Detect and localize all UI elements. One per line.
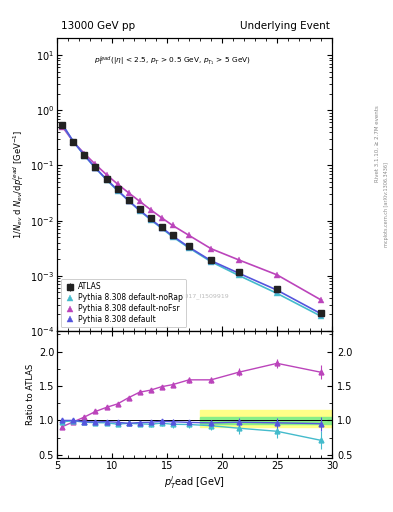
Pythia 8.308 default-noRap [82,153,87,159]
Y-axis label: Ratio to ATLAS: Ratio to ATLAS [26,364,35,425]
Pythia 8.308 default-noFsr [209,246,213,252]
Pythia 8.308 default [60,121,65,127]
Pythia 8.308 default-noFsr [82,151,87,157]
Pythia 8.308 default-noRap [137,207,142,214]
Text: ATLAS_2017_I1509919: ATLAS_2017_I1509919 [159,293,230,298]
Text: $p_T^{lead}$(|$\eta$| < 2.5, $p_T$ > 0.5 GeV, $p_{T_1}$ > 5 GeV): $p_T^{lead}$(|$\eta$| < 2.5, $p_T$ > 0.5… [94,54,251,68]
Pythia 8.308 default [104,176,109,182]
Bar [200,410,332,428]
Pythia 8.308 default [82,152,87,158]
Pythia 8.308 default [115,187,120,193]
Pythia 8.308 default-noRap [236,272,241,279]
Text: mcplots.cern.ch [arXiv:1306.3436]: mcplots.cern.ch [arXiv:1306.3436] [384,162,389,247]
Pythia 8.308 default-noRap [93,165,98,172]
Pythia 8.308 default-noFsr [71,139,76,145]
Line: Pythia 8.308 default-noFsr: Pythia 8.308 default-noFsr [60,124,324,303]
Pythia 8.308 default [319,311,323,317]
Line: Pythia 8.308 default: Pythia 8.308 default [60,122,324,316]
Pythia 8.308 default-noFsr [170,222,175,228]
Pythia 8.308 default [126,198,131,204]
Pythia 8.308 default-noFsr [104,172,109,178]
Pythia 8.308 default [275,287,279,293]
Bar [200,417,332,424]
Pythia 8.308 default-noRap [126,198,131,204]
Pythia 8.308 default-noFsr [319,297,323,303]
Pythia 8.308 default-noFsr [93,161,98,167]
Pythia 8.308 default-noRap [275,290,279,296]
Pythia 8.308 default-noRap [60,122,65,128]
Pythia 8.308 default-noRap [71,139,76,145]
Pythia 8.308 default-noFsr [126,189,131,196]
Legend: ATLAS, Pythia 8.308 default-noRap, Pythia 8.308 default-noFsr, Pythia 8.308 defa: ATLAS, Pythia 8.308 default-noRap, Pythi… [61,280,186,327]
Pythia 8.308 default-noRap [170,233,175,240]
Pythia 8.308 default [209,258,213,264]
Pythia 8.308 default-noRap [319,313,323,319]
Pythia 8.308 default [71,139,76,145]
Pythia 8.308 default-noRap [159,225,164,231]
Text: Rivet 3.1.10, ≥ 2.7M events: Rivet 3.1.10, ≥ 2.7M events [375,105,380,182]
Pythia 8.308 default [93,165,98,171]
Y-axis label: $1/N_{ev}$ d $N_{ev}$/d$p_T^{lead}$ [GeV$^{-1}$]: $1/N_{ev}$ d $N_{ev}$/d$p_T^{lead}$ [GeV… [11,130,26,240]
Pythia 8.308 default-noRap [209,259,213,265]
Pythia 8.308 default-noFsr [187,232,191,239]
Pythia 8.308 default-noRap [187,245,191,251]
Pythia 8.308 default [148,216,153,222]
Pythia 8.308 default-noFsr [60,124,65,130]
Pythia 8.308 default [159,224,164,230]
Line: Pythia 8.308 default-noRap: Pythia 8.308 default-noRap [60,122,324,319]
Text: 13000 GeV pp: 13000 GeV pp [61,20,135,31]
Pythia 8.308 default-noRap [104,177,109,183]
Pythia 8.308 default-noRap [115,187,120,194]
Pythia 8.308 default-noRap [148,217,153,223]
Pythia 8.308 default [187,244,191,250]
Pythia 8.308 default [137,207,142,213]
Pythia 8.308 default-noFsr [275,272,279,278]
Pythia 8.308 default-noFsr [137,198,142,204]
Pythia 8.308 default [236,270,241,276]
Pythia 8.308 default-noFsr [236,257,241,263]
Pythia 8.308 default-noFsr [115,181,120,187]
X-axis label: $p_T^l$ead [GeV]: $p_T^l$ead [GeV] [164,474,225,490]
Text: Underlying Event: Underlying Event [240,20,330,31]
Pythia 8.308 default [170,233,175,239]
Pythia 8.308 default-noFsr [159,215,164,221]
Pythia 8.308 default-noFsr [148,206,153,212]
